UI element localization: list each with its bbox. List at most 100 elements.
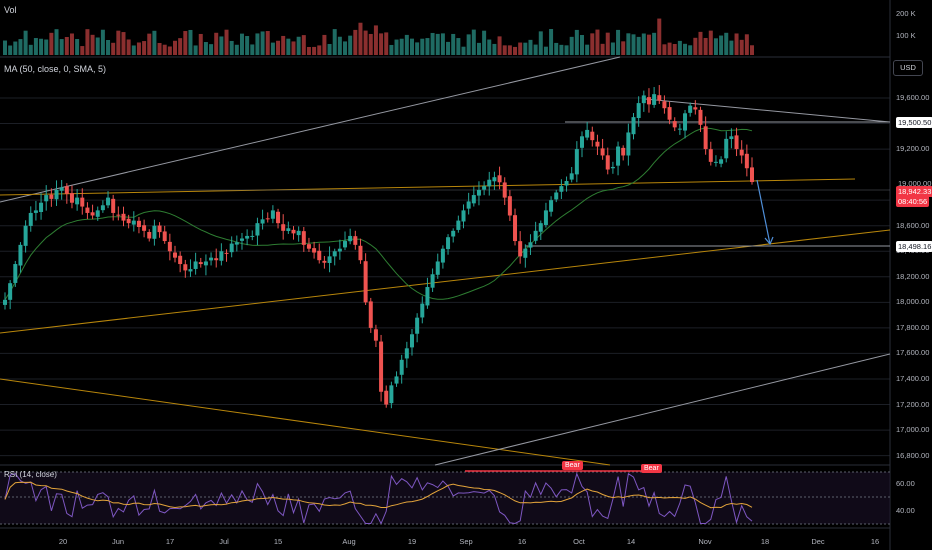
volume-bar [564,45,569,55]
candle-body [554,192,559,200]
candle-body [8,283,13,300]
candle-body [564,181,569,186]
candle-body [250,235,255,237]
volume-bar [724,32,729,55]
time-tick: Nov [698,537,712,546]
currency-button[interactable]: USD [893,60,923,76]
candle-body [85,207,90,213]
candle-body [106,197,111,206]
volume-bar [353,29,358,55]
candle-body [616,146,621,166]
candle-body [358,245,363,261]
bear-signal-1[interactable]: Bear [562,461,583,470]
volume-bar [579,35,584,55]
candle-body [518,241,523,257]
volume-bar [585,44,590,55]
volume-bar [750,45,754,55]
candle-body [203,261,208,266]
volume-bar [245,36,250,55]
candle-body [69,193,74,203]
candle-body [719,159,724,164]
horizontal-ray-orange [0,178,856,196]
volume-bar [466,34,471,55]
time-tick: Aug [342,537,356,546]
candle-body [214,258,219,261]
time-tick: Jul [219,537,229,546]
candle-body [64,186,69,194]
volume-bar [28,44,33,55]
volume-bar [162,44,167,55]
candle-body [636,103,641,118]
volume-bar [440,33,445,55]
volume-bar [255,33,260,55]
candle-body [559,186,564,192]
volume-bar [281,35,286,55]
volume-bar [136,42,141,55]
candle-body [502,182,507,198]
candle-body [595,141,600,147]
price-tick: 18,600.00 [896,220,930,230]
candle-body [142,225,147,231]
candle-body [322,260,327,263]
candle-body [337,248,342,252]
candle-body [3,299,7,305]
volume-bar [152,30,157,55]
volume-bar [533,44,538,55]
ma-line [4,127,753,301]
volume-bar [621,41,626,55]
candle-body [590,131,595,141]
time-tick: 16 [870,537,880,546]
time-tick: Dec [811,537,825,546]
rsi-label[interactable]: RSI (14, close) [4,470,57,479]
volume-bar [95,37,100,55]
candle-body [116,214,121,216]
volume-bar [559,44,564,55]
candle-body [430,274,435,288]
candle-body [543,210,548,225]
candle-body [513,215,518,242]
candle-body [301,231,306,245]
candle-body [379,341,384,392]
candle-body [610,166,615,169]
candle-body [306,244,311,249]
volume-bar [80,46,85,55]
candle-body [497,175,502,183]
volume-bar [590,33,595,55]
candle-body [528,242,533,248]
ma-label[interactable]: MA (50, close, 0, SMA, 5) [4,64,107,74]
candle-body [100,205,105,211]
volume-bar [708,30,713,55]
volume-label: Vol [4,5,17,15]
volume-bar [183,31,188,55]
price-tick: 17,200.00 [896,399,930,409]
candle-body [667,107,672,120]
last-price-tag: 18,942.33 [896,186,932,197]
time-tick: 17 [165,537,175,546]
price-tick: 19,200.00 [896,144,930,154]
volume-bar [198,33,203,55]
candle-body [389,385,394,404]
volume-panel [3,18,754,55]
volume-bar [672,43,677,55]
volume-bar [348,35,353,55]
volume-bar [368,33,373,55]
bear-signal-2[interactable]: Bear [641,464,662,473]
candle-body [394,376,399,384]
volume-bar [569,36,574,55]
resistance-price-tag: 19,500.50 [896,117,932,128]
volume-bar [317,45,322,55]
volume-bar [415,42,420,55]
volume-bar [482,30,487,55]
candle-body [549,200,554,212]
support-price-tag: 18,498.16 [896,241,932,252]
candle-body [327,256,332,263]
candle-body [507,196,512,216]
volume-bar [641,33,646,55]
candle-body [286,228,291,232]
volume-bar [657,18,662,55]
candle-body [111,198,116,213]
candle-body [579,136,584,148]
candle-body [538,223,543,232]
volume-bar [605,32,610,55]
